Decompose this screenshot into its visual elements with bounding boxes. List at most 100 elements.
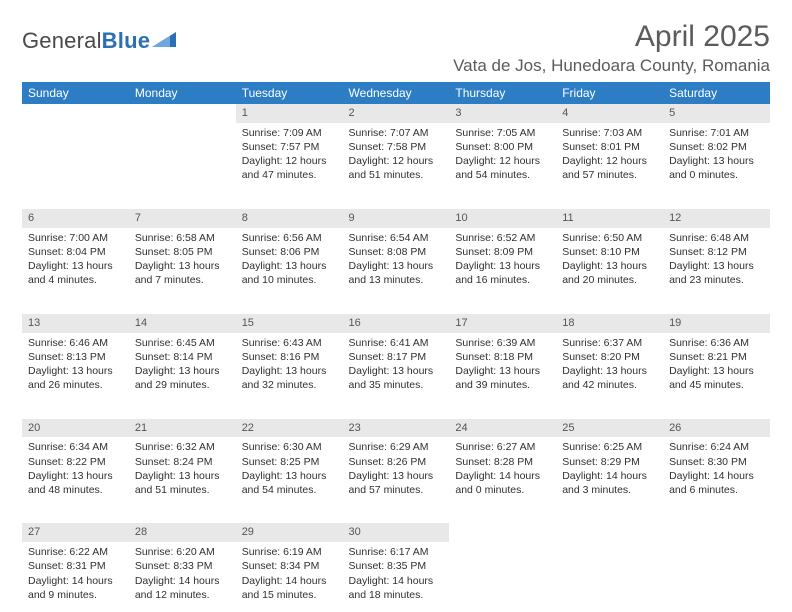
day-number: 5	[663, 104, 770, 123]
sunset-text: Sunset: 7:58 PM	[349, 140, 444, 154]
day-cell: Sunrise: 6:58 AMSunset: 8:05 PMDaylight:…	[129, 228, 236, 314]
day-cell: Sunrise: 6:37 AMSunset: 8:20 PMDaylight:…	[556, 333, 663, 419]
day-cell: Sunrise: 7:05 AMSunset: 8:00 PMDaylight:…	[449, 123, 556, 209]
day-cell: Sunrise: 6:19 AMSunset: 8:34 PMDaylight:…	[236, 542, 343, 612]
day-cell: Sunrise: 6:34 AMSunset: 8:22 PMDaylight:…	[22, 437, 129, 523]
daylight-text: Daylight: 13 hours and 39 minutes.	[455, 364, 550, 392]
day-number: 25	[556, 419, 663, 438]
sunset-text: Sunset: 8:16 PM	[242, 350, 337, 364]
day-cell: Sunrise: 7:09 AMSunset: 7:57 PMDaylight:…	[236, 123, 343, 209]
sunrise-text: Sunrise: 6:27 AM	[455, 440, 550, 454]
day-cell: Sunrise: 6:27 AMSunset: 8:28 PMDaylight:…	[449, 437, 556, 523]
sunset-text: Sunset: 8:20 PM	[562, 350, 657, 364]
day-number: 4	[556, 104, 663, 123]
sunrise-text: Sunrise: 6:36 AM	[669, 336, 764, 350]
day-number: 1	[236, 104, 343, 123]
daylight-text: Daylight: 13 hours and 51 minutes.	[135, 469, 230, 497]
daylight-text: Daylight: 13 hours and 45 minutes.	[669, 364, 764, 392]
sunrise-text: Sunrise: 7:05 AM	[455, 126, 550, 140]
sunset-text: Sunset: 8:28 PM	[455, 455, 550, 469]
sunrise-text: Sunrise: 6:22 AM	[28, 545, 123, 559]
sunset-text: Sunset: 8:04 PM	[28, 245, 123, 259]
header: GeneralBlue April 2025 Vata de Jos, Hune…	[22, 20, 770, 76]
sunrise-text: Sunrise: 6:54 AM	[349, 231, 444, 245]
day-cell: Sunrise: 6:46 AMSunset: 8:13 PMDaylight:…	[22, 333, 129, 419]
day-cell	[663, 542, 770, 612]
daylight-text: Daylight: 13 hours and 35 minutes.	[349, 364, 444, 392]
sunrise-text: Sunrise: 7:01 AM	[669, 126, 764, 140]
day-cell: Sunrise: 7:03 AMSunset: 8:01 PMDaylight:…	[556, 123, 663, 209]
day-cell	[22, 123, 129, 209]
sunrise-text: Sunrise: 6:45 AM	[135, 336, 230, 350]
day-cell: Sunrise: 6:17 AMSunset: 8:35 PMDaylight:…	[343, 542, 450, 612]
sunrise-text: Sunrise: 6:32 AM	[135, 440, 230, 454]
sunrise-text: Sunrise: 7:03 AM	[562, 126, 657, 140]
day-number: 2	[343, 104, 450, 123]
sunrise-text: Sunrise: 6:43 AM	[242, 336, 337, 350]
day-cell: Sunrise: 6:41 AMSunset: 8:17 PMDaylight:…	[343, 333, 450, 419]
sunrise-text: Sunrise: 7:07 AM	[349, 126, 444, 140]
sunset-text: Sunset: 8:33 PM	[135, 559, 230, 573]
week-row: Sunrise: 6:46 AMSunset: 8:13 PMDaylight:…	[22, 333, 770, 419]
daynum-row: 6789101112	[22, 209, 770, 228]
day-number: 14	[129, 314, 236, 333]
daynum-row: 27282930	[22, 523, 770, 542]
day-cell: Sunrise: 6:56 AMSunset: 8:06 PMDaylight:…	[236, 228, 343, 314]
sunset-text: Sunset: 8:09 PM	[455, 245, 550, 259]
week-row: Sunrise: 6:22 AMSunset: 8:31 PMDaylight:…	[22, 542, 770, 612]
day-number: 7	[129, 209, 236, 228]
daylight-text: Daylight: 13 hours and 13 minutes.	[349, 259, 444, 287]
day-header: Sunday	[22, 82, 129, 104]
daylight-text: Daylight: 14 hours and 12 minutes.	[135, 574, 230, 602]
day-cell	[449, 542, 556, 612]
logo-word1: General	[22, 28, 102, 53]
daylight-text: Daylight: 12 hours and 51 minutes.	[349, 154, 444, 182]
daylight-text: Daylight: 13 hours and 7 minutes.	[135, 259, 230, 287]
sunrise-text: Sunrise: 6:56 AM	[242, 231, 337, 245]
day-number: 27	[22, 523, 129, 542]
day-number: 26	[663, 419, 770, 438]
day-header: Thursday	[449, 82, 556, 104]
day-cell: Sunrise: 6:29 AMSunset: 8:26 PMDaylight:…	[343, 437, 450, 523]
sunset-text: Sunset: 8:13 PM	[28, 350, 123, 364]
sunset-text: Sunset: 8:21 PM	[669, 350, 764, 364]
sunrise-text: Sunrise: 6:34 AM	[28, 440, 123, 454]
daylight-text: Daylight: 14 hours and 9 minutes.	[28, 574, 123, 602]
day-number: 8	[236, 209, 343, 228]
sunset-text: Sunset: 8:18 PM	[455, 350, 550, 364]
day-cell	[556, 542, 663, 612]
day-cell: Sunrise: 6:32 AMSunset: 8:24 PMDaylight:…	[129, 437, 236, 523]
daylight-text: Daylight: 13 hours and 48 minutes.	[28, 469, 123, 497]
week-row: Sunrise: 6:34 AMSunset: 8:22 PMDaylight:…	[22, 437, 770, 523]
daylight-text: Daylight: 13 hours and 4 minutes.	[28, 259, 123, 287]
daylight-text: Daylight: 13 hours and 23 minutes.	[669, 259, 764, 287]
day-number	[22, 104, 129, 108]
daylight-text: Daylight: 13 hours and 10 minutes.	[242, 259, 337, 287]
sunrise-text: Sunrise: 6:39 AM	[455, 336, 550, 350]
daylight-text: Daylight: 13 hours and 29 minutes.	[135, 364, 230, 392]
day-cell: Sunrise: 6:25 AMSunset: 8:29 PMDaylight:…	[556, 437, 663, 523]
calendar-table: Sunday Monday Tuesday Wednesday Thursday…	[22, 82, 770, 612]
logo-triangle-icon	[152, 30, 180, 53]
sunset-text: Sunset: 8:25 PM	[242, 455, 337, 469]
day-cell: Sunrise: 6:43 AMSunset: 8:16 PMDaylight:…	[236, 333, 343, 419]
sunrise-text: Sunrise: 6:58 AM	[135, 231, 230, 245]
sunrise-text: Sunrise: 6:19 AM	[242, 545, 337, 559]
day-cell: Sunrise: 6:52 AMSunset: 8:09 PMDaylight:…	[449, 228, 556, 314]
month-title: April 2025	[453, 20, 770, 54]
sunset-text: Sunset: 8:14 PM	[135, 350, 230, 364]
week-row: Sunrise: 7:09 AMSunset: 7:57 PMDaylight:…	[22, 123, 770, 209]
sunrise-text: Sunrise: 6:41 AM	[349, 336, 444, 350]
day-cell: Sunrise: 6:20 AMSunset: 8:33 PMDaylight:…	[129, 542, 236, 612]
sunset-text: Sunset: 8:08 PM	[349, 245, 444, 259]
sunset-text: Sunset: 8:17 PM	[349, 350, 444, 364]
day-cell: Sunrise: 6:24 AMSunset: 8:30 PMDaylight:…	[663, 437, 770, 523]
sunset-text: Sunset: 8:35 PM	[349, 559, 444, 573]
day-header: Monday	[129, 82, 236, 104]
sunset-text: Sunset: 8:01 PM	[562, 140, 657, 154]
sunset-text: Sunset: 8:12 PM	[669, 245, 764, 259]
day-number: 13	[22, 314, 129, 333]
day-cell: Sunrise: 7:00 AMSunset: 8:04 PMDaylight:…	[22, 228, 129, 314]
daylight-text: Daylight: 13 hours and 54 minutes.	[242, 469, 337, 497]
day-number: 16	[343, 314, 450, 333]
